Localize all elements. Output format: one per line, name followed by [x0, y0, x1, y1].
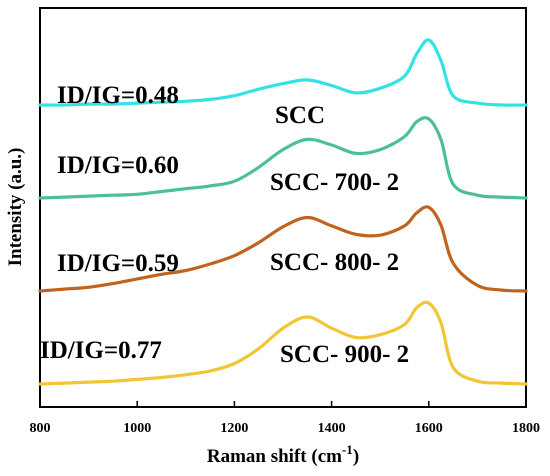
series-layer — [38, 38, 528, 386]
series-line-0 — [38, 300, 528, 386]
x-tick-label: 1200 — [220, 421, 248, 436]
id-ig-label-1: ID/IG=0.59 — [57, 250, 179, 277]
x-tick-label: 1400 — [318, 421, 346, 436]
id-ig-label-0: ID/IG=0.77 — [40, 337, 162, 364]
x-axis-title-superscript: -1 — [342, 442, 353, 457]
annotations: ID/IG=0.77 SCC- 900- 2 ID/IG=0.59 SCC- 800-… — [40, 82, 409, 368]
id-ig-label-2: ID/IG=0.60 — [57, 152, 179, 179]
id-ig-label-3: ID/IG=0.48 — [57, 82, 179, 109]
y-axis-title: Intensity (a.u.) — [5, 148, 26, 267]
x-tick-label: 1800 — [512, 421, 540, 436]
series-name-label-3: SCC — [275, 102, 325, 129]
series-line-2 — [38, 116, 528, 200]
series-line-1 — [38, 205, 528, 293]
x-axis-title: Raman shift (cm-1) — [207, 442, 359, 467]
x-tick-label: 1600 — [415, 421, 443, 436]
series-line-3 — [38, 38, 528, 107]
x-tick-label: 800 — [30, 421, 51, 436]
x-tick-label: 1000 — [123, 421, 151, 436]
series-name-label-0: SCC- 900- 2 — [280, 341, 409, 368]
series-name-label-2: SCC- 700- 2 — [270, 169, 399, 196]
plot-frame — [39, 7, 527, 408]
series-name-label-1: SCC- 800- 2 — [270, 249, 399, 276]
x-ticks: 800 1000 1200 1400 1600 1800 — [30, 401, 540, 436]
